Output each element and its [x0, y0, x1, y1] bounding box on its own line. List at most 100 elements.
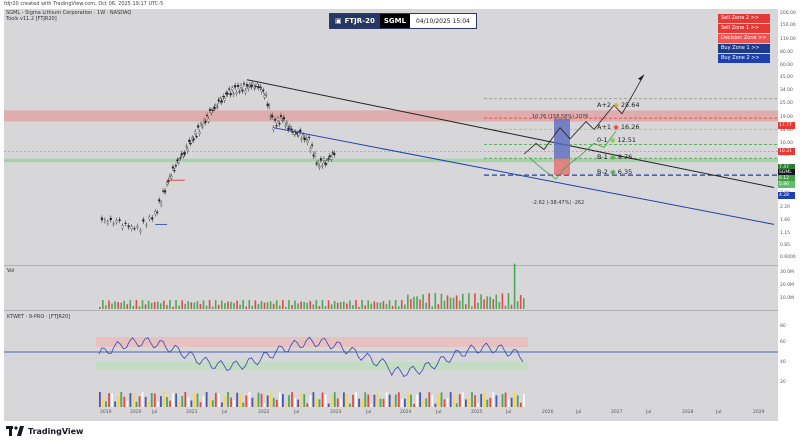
- histogram-bar: [260, 393, 263, 407]
- price-tag: 5.86: [778, 181, 795, 188]
- volume-bar: [327, 300, 330, 309]
- histogram-bar: [300, 392, 303, 407]
- volume-bar: [205, 305, 208, 309]
- volume-bar: [175, 300, 177, 309]
- measure-box-down: [554, 158, 570, 175]
- histogram-bar: [153, 393, 156, 407]
- candle-body: [198, 131, 201, 134]
- candle-body: [200, 123, 203, 125]
- candle-body: [256, 83, 259, 87]
- price-chart-svg: [4, 9, 778, 407]
- histogram-bar: [282, 394, 284, 407]
- y-tick-label: 25.00: [780, 101, 793, 107]
- candle-body: [204, 120, 207, 123]
- y-tick-label: 0.85: [780, 243, 791, 248]
- volume-bar: [275, 300, 278, 309]
- histogram-bar: [144, 396, 147, 407]
- oscillator-line: [98, 336, 524, 378]
- histogram-bar: [257, 392, 260, 407]
- candle-body: [103, 219, 106, 221]
- volume-bar: [245, 306, 247, 309]
- volume-bar: [343, 301, 345, 309]
- candle-body: [165, 182, 169, 185]
- candle-body: [308, 136, 311, 139]
- x-tick-label: 2025: [471, 410, 483, 415]
- volume-bar: [248, 300, 251, 309]
- histogram-bar: [477, 403, 479, 407]
- volume-bar: [221, 300, 223, 309]
- volume-bar: [446, 295, 449, 309]
- candle-body: [177, 160, 180, 163]
- candle-body: [305, 137, 308, 139]
- histogram-bar: [217, 393, 220, 407]
- candle-body: [148, 216, 151, 219]
- tradingview-footer[interactable]: TradingView: [6, 424, 83, 438]
- level-a1: A+1 ◉ 16.26: [597, 123, 640, 131]
- badge-name-text: FTJR-20: [344, 17, 375, 25]
- candle-body: [275, 125, 278, 127]
- candle-body: [265, 94, 268, 96]
- y-tick-label: 34.00: [780, 88, 793, 94]
- histogram-bar: [513, 392, 516, 407]
- candle-body: [282, 116, 286, 120]
- legend-sell-zone-2: Sell Zone 2 >>: [718, 14, 770, 23]
- histogram-bar: [254, 399, 257, 407]
- candle-body: [156, 211, 159, 213]
- oscillator-tick-label: 60: [780, 340, 786, 345]
- histogram-bar: [224, 395, 226, 407]
- chart-area[interactable]: [4, 9, 778, 421]
- volume-bar: [297, 303, 299, 309]
- histogram-bar: [471, 392, 473, 407]
- candle-body: [188, 139, 191, 142]
- level-b1: B-1 ◉ 8.76: [597, 153, 633, 161]
- candle-body: [245, 84, 249, 87]
- candle-body: [162, 190, 165, 192]
- histogram-bar: [135, 401, 138, 407]
- candle-body: [299, 129, 302, 133]
- candle-body: [207, 118, 210, 122]
- candle-body: [248, 84, 251, 86]
- candle-body: [284, 124, 287, 127]
- histogram-bar: [349, 403, 351, 407]
- time-axis[interactable]: 2019 2020 Jul 2021 Jul 2022 Jul 2023 Jul 2024 Jul 2…: [4, 407, 778, 421]
- histogram-bar: [410, 394, 412, 407]
- histogram-bar: [269, 392, 272, 407]
- volume-bar: [434, 293, 437, 309]
- price-tag: 6.12: [778, 175, 795, 182]
- candle-body: [285, 122, 288, 124]
- price-axis[interactable]: 200.00 150.00 110.00 80.00 60.00 45.00 34.00 25…: [778, 9, 800, 421]
- histogram-bar: [199, 402, 202, 407]
- volume-bar: [358, 306, 360, 309]
- histogram-bar: [221, 402, 223, 407]
- x-tick-label: Jul: [222, 410, 228, 415]
- candle-body: [325, 160, 328, 164]
- volume-bar: [324, 306, 327, 309]
- candle-body: [309, 148, 312, 151]
- candle-body: [235, 92, 238, 94]
- oscillator-tick-label: 80: [780, 324, 786, 329]
- candle-body: [145, 224, 148, 226]
- candle-body: [244, 90, 247, 93]
- histogram-bar: [343, 392, 345, 407]
- histogram-bar: [461, 392, 464, 407]
- x-tick-label: 2019: [100, 410, 112, 415]
- candle-body: [197, 125, 200, 128]
- histogram-bar: [169, 400, 171, 407]
- histogram-bar: [245, 395, 248, 407]
- histogram-bar: [214, 392, 217, 407]
- candle-body: [272, 127, 275, 130]
- histogram-bar: [495, 395, 498, 407]
- histogram-bar: [519, 402, 522, 407]
- volume-bar: [455, 295, 458, 309]
- volume-bar: [385, 304, 388, 309]
- volume-bar: [513, 263, 516, 309]
- candle-body: [241, 89, 244, 92]
- volume-bar: [163, 300, 165, 309]
- histogram-bar: [266, 395, 269, 407]
- badge-symbol: SGML: [379, 14, 411, 28]
- candle-body: [192, 138, 195, 141]
- y-tick-label: 1.60: [780, 217, 791, 223]
- histogram-bar: [510, 397, 513, 407]
- volume-bar: [370, 303, 373, 309]
- candle-body: [195, 136, 198, 138]
